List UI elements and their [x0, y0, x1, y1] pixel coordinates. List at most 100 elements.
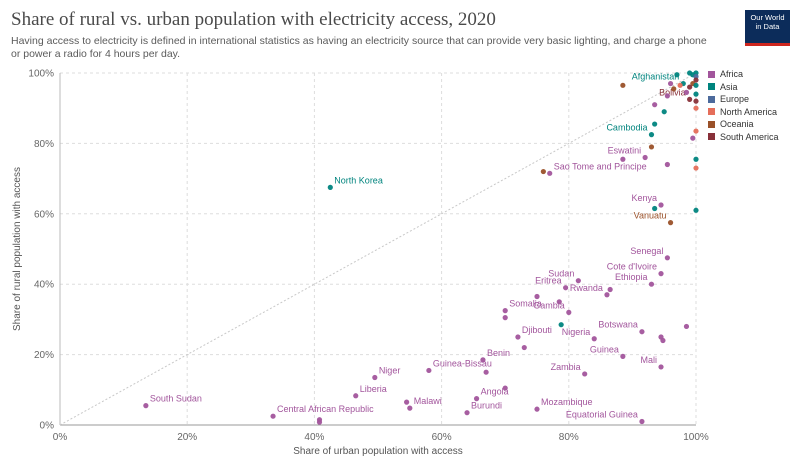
y-tick-label: 80%	[34, 139, 54, 150]
point-label: Rwanda	[570, 283, 603, 293]
legend-item[interactable]: Africa	[708, 68, 779, 81]
data-point	[660, 337, 666, 344]
data-point	[664, 255, 670, 261]
point-label: Cambodia	[606, 123, 647, 133]
data-point	[558, 322, 564, 328]
legend-swatch	[708, 95, 715, 103]
data-point	[620, 82, 626, 88]
data-point	[658, 271, 664, 277]
data-point	[327, 184, 333, 190]
y-tick-label: 20%	[34, 350, 54, 361]
data-point	[426, 367, 432, 374]
point-label: Ethiopia	[615, 272, 648, 282]
data-point	[534, 293, 540, 300]
data-point	[658, 202, 664, 208]
data-point	[540, 168, 546, 175]
data-point	[521, 344, 527, 351]
data-point	[671, 86, 677, 92]
data-point	[648, 132, 655, 138]
data-point	[473, 396, 480, 402]
data-point	[677, 82, 683, 88]
legend-label: Oceania	[720, 119, 754, 130]
x-tick-label: 60%	[432, 432, 452, 443]
data-point	[693, 128, 699, 134]
data-point	[604, 292, 610, 298]
data-point	[480, 357, 486, 363]
legend-swatch	[708, 120, 715, 128]
point-label: Malawi	[414, 396, 442, 406]
point-label: North Korea	[334, 175, 383, 185]
data-point	[648, 144, 655, 150]
logo-line-2: in Data	[755, 22, 780, 31]
point-label: Equatorial Guinea	[566, 409, 638, 419]
x-tick-label: 80%	[559, 432, 579, 443]
x-tick-label: 100%	[683, 432, 709, 443]
x-tick-label: 20%	[177, 432, 197, 443]
data-point	[143, 403, 149, 409]
legend-swatch	[708, 70, 715, 78]
data-point	[693, 82, 699, 88]
data-point	[693, 165, 699, 171]
point-label: Kenya	[631, 193, 657, 203]
x-axis-label: Share of urban population with access	[293, 446, 463, 457]
legend-label: North America	[720, 106, 778, 117]
diagonal-reference-line	[59, 72, 697, 426]
point-label: Vanuatu	[634, 211, 667, 221]
point-label: Benin	[487, 348, 510, 358]
point-label: Eswatini	[608, 145, 642, 155]
data-point	[661, 109, 667, 115]
data-point	[674, 72, 680, 78]
data-point	[658, 364, 664, 370]
point-label: Mozambique	[541, 397, 593, 407]
data-point	[687, 84, 693, 90]
point-label: Mali	[641, 355, 658, 365]
legend-item[interactable]: North America	[708, 106, 779, 119]
x-tick-label: 40%	[304, 432, 324, 443]
data-point	[563, 285, 569, 291]
logo-accent-bar	[745, 43, 790, 46]
data-point	[502, 308, 508, 314]
data-point	[620, 156, 626, 162]
logo-line-1: Our World	[750, 13, 785, 22]
data-point	[464, 410, 470, 416]
data-point	[687, 96, 693, 102]
legend-item[interactable]: South America	[708, 131, 779, 144]
data-point	[316, 419, 323, 425]
y-tick-label: 0%	[40, 421, 55, 432]
legend-swatch	[708, 133, 715, 141]
data-point	[667, 80, 674, 87]
point-label: Sudan	[548, 269, 574, 279]
page-title: Share of rural vs. urban population with…	[11, 9, 496, 30]
data-point	[639, 329, 645, 335]
point-label: Angola	[481, 387, 509, 397]
data-point	[534, 406, 540, 412]
point-label: Central African Republic	[277, 404, 374, 414]
data-point	[575, 278, 581, 284]
data-point	[515, 334, 521, 340]
point-label: Guinea	[590, 344, 619, 354]
legend-swatch	[708, 108, 715, 116]
data-point	[404, 399, 410, 405]
data-point	[502, 315, 508, 321]
owid-logo[interactable]: Our World in Data	[745, 10, 790, 46]
point-label: Cote d'Ivoire	[607, 262, 657, 272]
data-point	[372, 374, 378, 381]
legend-label: Europe	[720, 94, 750, 105]
point-label: Eritrea	[535, 276, 562, 286]
data-point	[693, 98, 699, 104]
legend-item[interactable]: Asia	[708, 81, 779, 94]
point-label: South Sudan	[150, 394, 202, 404]
data-point	[639, 418, 645, 425]
legend-item[interactable]: Oceania	[708, 118, 779, 131]
legend-item[interactable]: Europe	[708, 93, 779, 106]
legend-label: Africa	[720, 69, 744, 80]
point-label: Botswana	[598, 320, 638, 330]
point-label: Nigeria	[562, 327, 591, 337]
data-point	[648, 281, 655, 287]
data-point	[693, 207, 699, 213]
y-axis-label: Share of rural population with access	[12, 167, 23, 331]
legend-label: Asia	[720, 81, 738, 92]
point-label: Niger	[379, 365, 401, 375]
data-point	[620, 353, 626, 359]
